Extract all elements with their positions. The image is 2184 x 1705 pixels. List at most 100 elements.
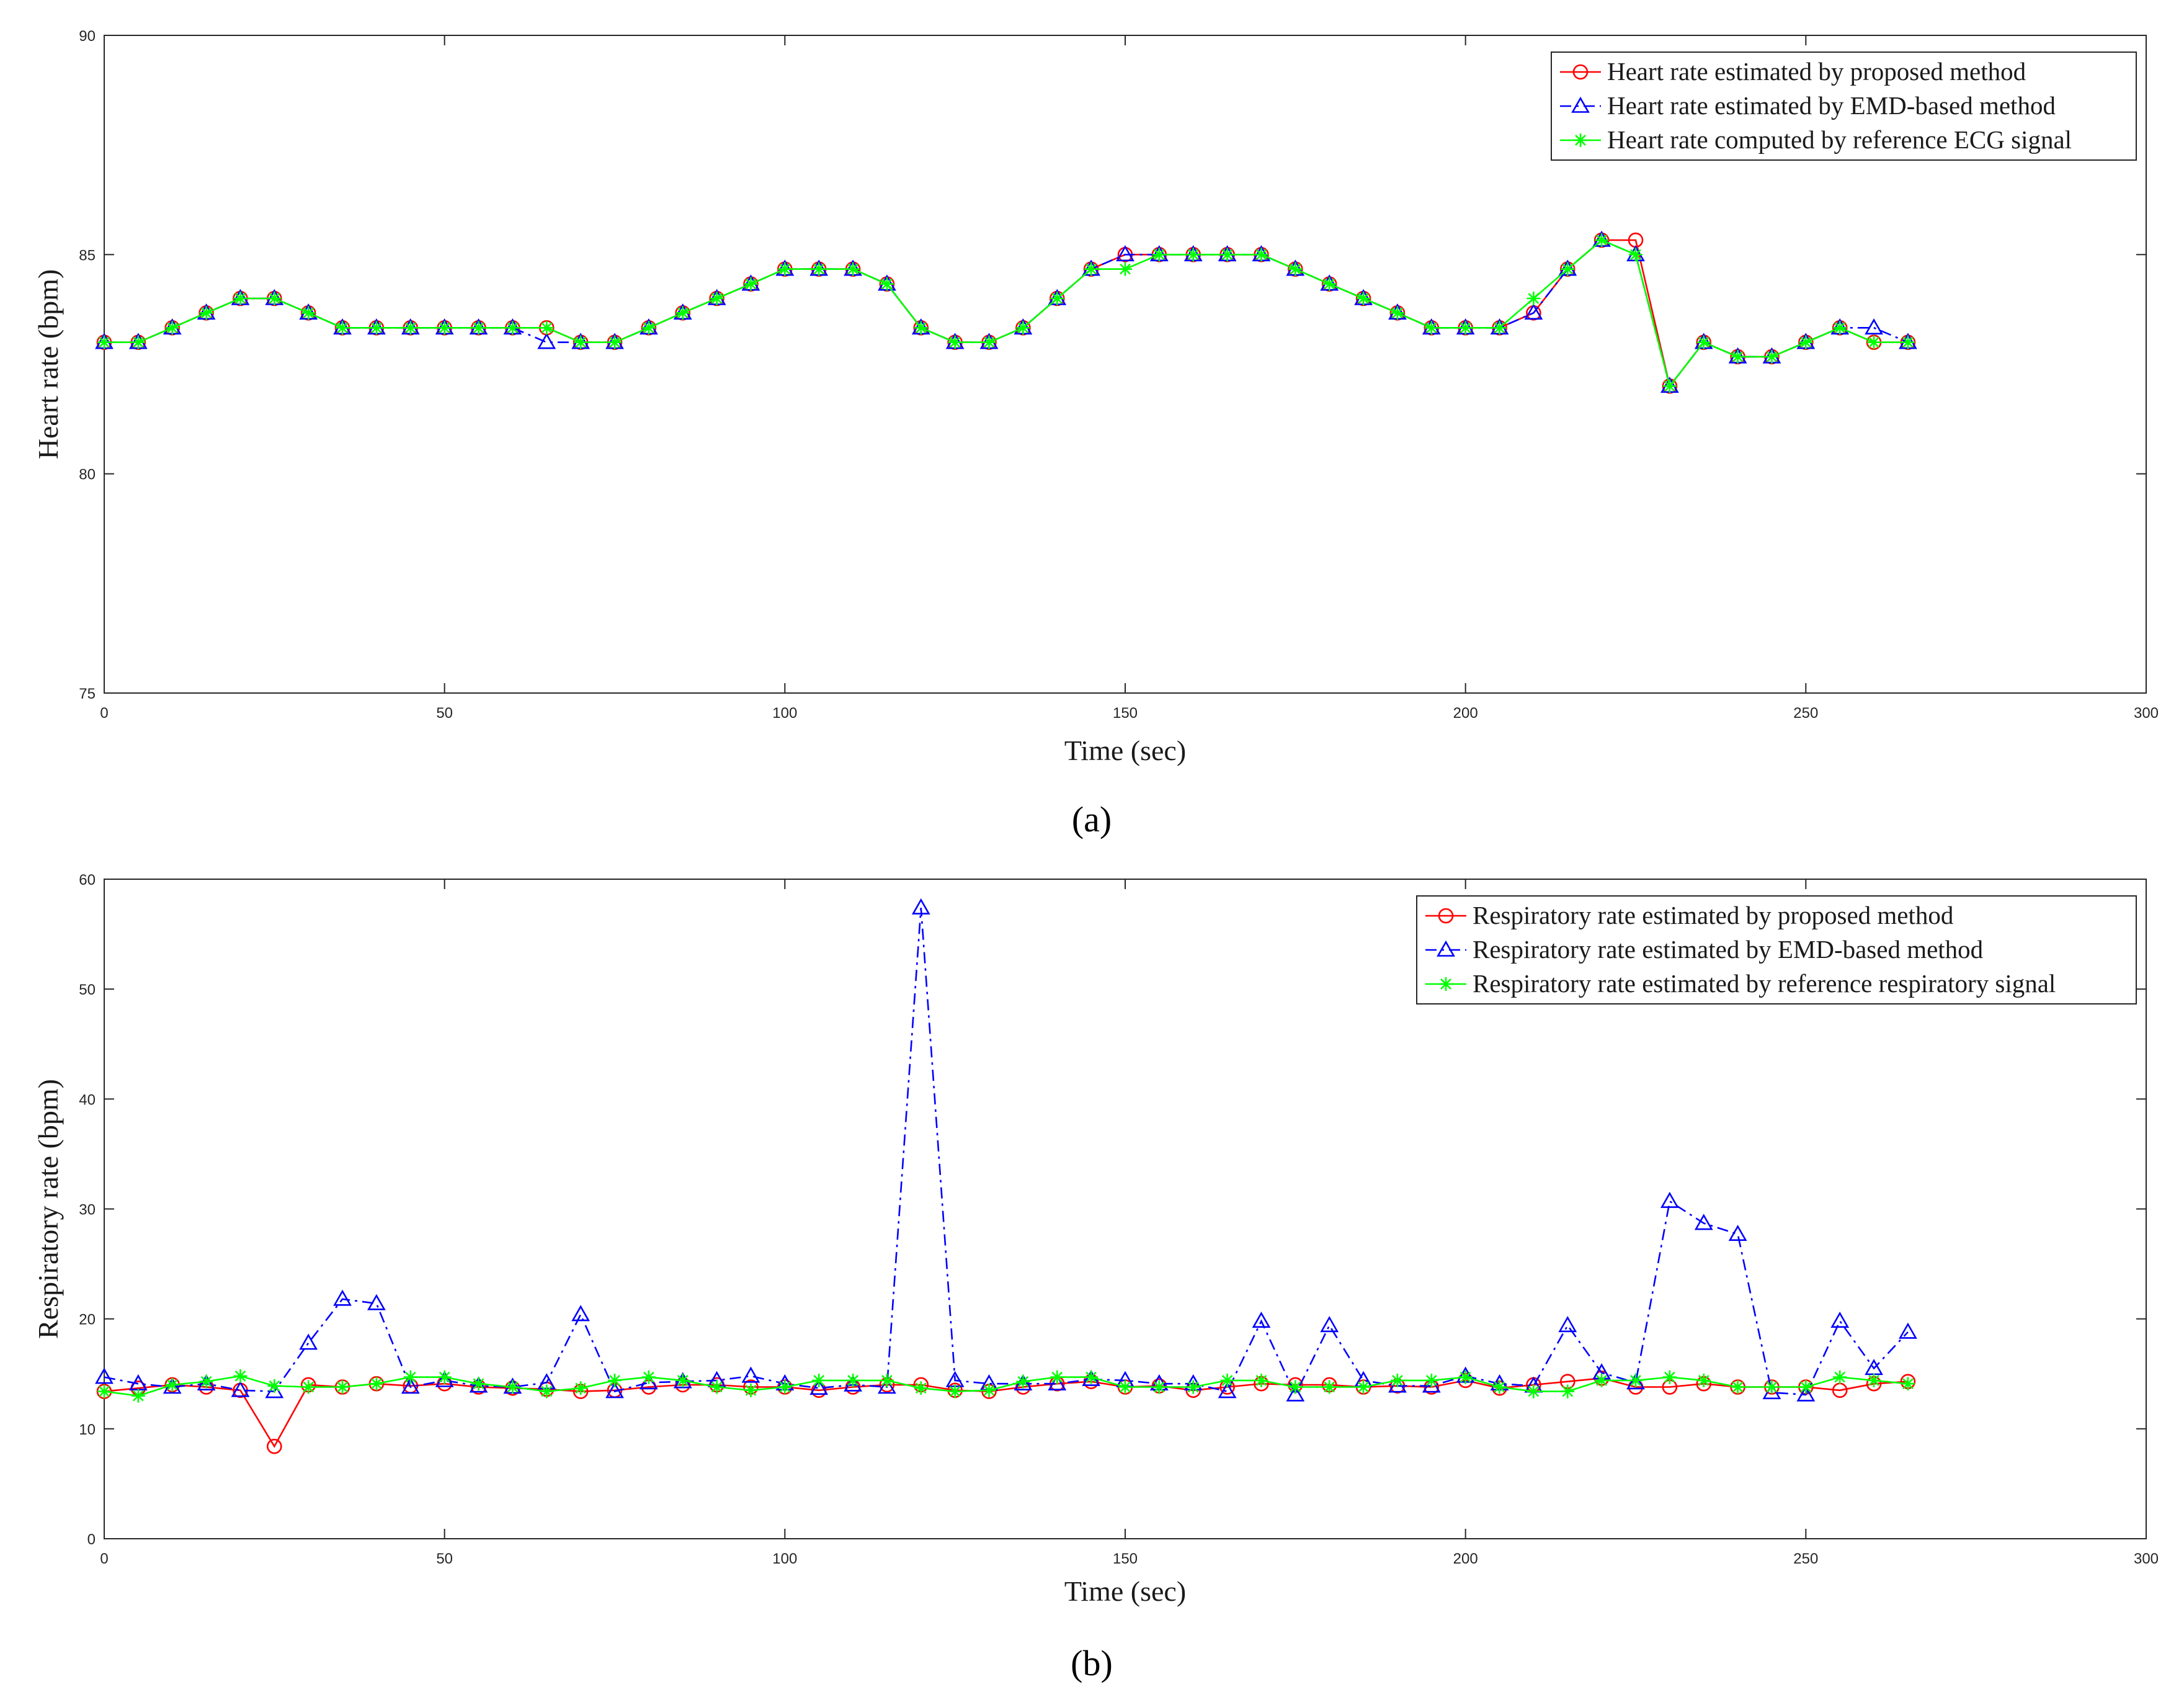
data-point: [605, 1382, 624, 1398]
x-tick-label: 200: [1453, 1551, 1478, 1567]
data-point: [982, 335, 996, 349]
data-point: [1390, 1373, 1404, 1387]
legend-label: Heart rate estimated by proposed method: [1607, 57, 2026, 86]
data-point: [1524, 303, 1543, 320]
data-point: [1492, 1380, 1507, 1394]
series-2: [97, 1369, 1915, 1403]
data-point: [1694, 1214, 1713, 1230]
legend-label: Heart rate computed by reference ECG sig…: [1607, 125, 2072, 154]
data-point: [333, 1289, 352, 1306]
data-point: [301, 306, 316, 320]
data-point: [1357, 1380, 1371, 1394]
data-point: [1254, 248, 1268, 262]
data-point: [1288, 1380, 1303, 1394]
data-point: [1799, 1380, 1813, 1394]
series-line: [104, 908, 1909, 1397]
data-point: [1731, 1380, 1745, 1394]
data-point: [1696, 1373, 1711, 1387]
data-point: [301, 1380, 316, 1394]
legend-swatch-marker: [1571, 96, 1590, 113]
data-point: [267, 1379, 282, 1393]
data-point: [641, 1370, 656, 1384]
x-tick-label: 250: [1793, 1551, 1818, 1567]
data-point: [1320, 1316, 1339, 1333]
y-tick-label: 30: [79, 1202, 96, 1219]
x-tick-label: 300: [2134, 1551, 2159, 1567]
data-point: [97, 335, 111, 349]
data-point: [367, 1294, 386, 1310]
data-point: [710, 1380, 724, 1394]
data-point: [540, 1384, 554, 1398]
data-point: [1050, 1370, 1064, 1384]
data-point: [675, 306, 690, 320]
x-tick-label: 50: [436, 705, 453, 722]
data-point: [1662, 1370, 1677, 1384]
data-point: [1696, 335, 1711, 349]
data-point: [778, 262, 792, 276]
data-point: [369, 1377, 383, 1391]
data-point: [131, 335, 145, 349]
data-point: [948, 335, 962, 349]
data-point: [1867, 335, 1881, 349]
data-point: [1629, 1373, 1642, 1387]
y-tick-label: 80: [79, 467, 96, 483]
x-tick-label: 250: [1793, 705, 1818, 722]
data-point: [1322, 1380, 1337, 1394]
legend-box: [1551, 51, 2137, 161]
data-point: [1288, 262, 1303, 276]
y-tick-label: 20: [79, 1312, 96, 1328]
y-tick-label: 0: [87, 1531, 96, 1548]
data-point: [1901, 335, 1915, 349]
data-point: [1765, 349, 1779, 364]
data-point: [809, 1379, 829, 1395]
data-point: [1118, 1380, 1132, 1394]
data-point: [1458, 1370, 1473, 1384]
data-point: [1424, 1373, 1438, 1387]
legend-swatch-marker: [1574, 133, 1587, 147]
data-point: [914, 321, 928, 335]
series-2: [97, 233, 1915, 393]
data-point: [1899, 1322, 1917, 1339]
data-point: [1016, 1374, 1030, 1389]
y-axis-label: Heart rate (bpm): [32, 269, 64, 460]
y-tick-label: 85: [79, 247, 96, 264]
data-point: [778, 1380, 792, 1394]
data-point: [1116, 245, 1134, 262]
legend-box: [1416, 895, 2137, 1005]
legend-label: Respiratory rate estimated by EMD-based …: [1473, 935, 1983, 964]
data-point: [299, 1333, 318, 1350]
data-point: [95, 1367, 114, 1384]
data-point: [1152, 1380, 1166, 1394]
data-point: [1833, 1370, 1847, 1384]
x-tick-label: 200: [1453, 705, 1478, 722]
data-point: [1218, 1382, 1237, 1398]
data-point: [574, 1381, 588, 1395]
data-point: [1728, 1224, 1747, 1242]
legend: Heart rate estimated by proposed method H…: [1551, 51, 2137, 161]
data-point: [1830, 1311, 1850, 1328]
data-point: [744, 1383, 758, 1397]
data-point: [1048, 1374, 1067, 1390]
data-point: [846, 262, 860, 276]
data-point: [199, 306, 213, 320]
data-point: [1286, 1385, 1305, 1402]
data-point: [1595, 1373, 1609, 1387]
y-tick-label: 10: [79, 1421, 96, 1438]
data-point: [744, 277, 758, 291]
y-tick-label: 60: [79, 872, 96, 888]
y-tick-label: 50: [79, 982, 96, 998]
x-tick-label: 100: [772, 1551, 797, 1567]
data-point: [812, 262, 826, 276]
data-point: [1322, 277, 1337, 291]
data-point: [812, 1373, 826, 1387]
data-point: [1492, 321, 1507, 335]
x-tick-label: 50: [436, 1551, 453, 1567]
data-point: [641, 321, 656, 335]
data-point: [437, 321, 452, 335]
data-point: [1016, 321, 1030, 335]
y-tick-label: 90: [79, 28, 96, 45]
data-point: [1799, 335, 1813, 349]
data-point: [267, 1438, 282, 1454]
data-point: [1118, 262, 1132, 276]
